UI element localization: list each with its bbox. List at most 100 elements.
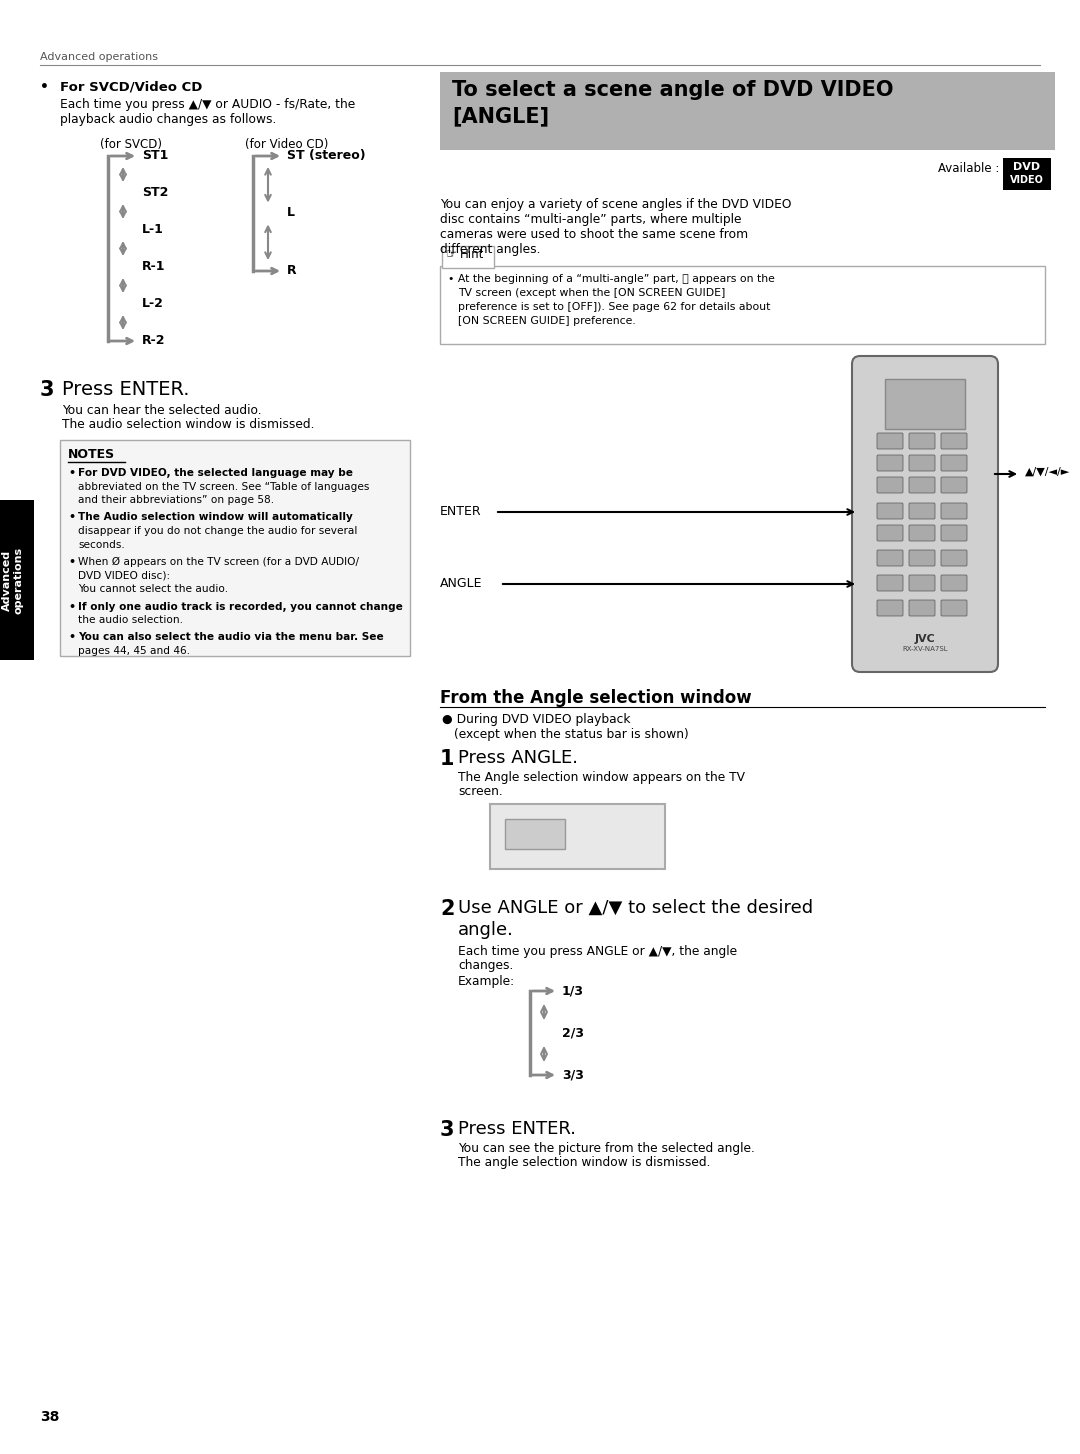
Text: • At the beginning of a “multi-angle” part, ⛝ appears on the: • At the beginning of a “multi-angle” pa… bbox=[448, 273, 774, 284]
Text: From the Angle selection window: From the Angle selection window bbox=[440, 689, 752, 707]
Text: disc contains “multi-angle” parts, where multiple: disc contains “multi-angle” parts, where… bbox=[440, 212, 742, 225]
Text: You cannot select the audio.: You cannot select the audio. bbox=[78, 585, 228, 595]
FancyBboxPatch shape bbox=[909, 550, 935, 566]
Text: cameras were used to shoot the same scene from: cameras were used to shoot the same scen… bbox=[440, 228, 748, 241]
FancyBboxPatch shape bbox=[877, 503, 903, 519]
Text: The angle selection window is dismissed.: The angle selection window is dismissed. bbox=[458, 1156, 711, 1169]
Bar bbox=[442, 246, 494, 268]
Bar bbox=[440, 73, 1055, 150]
Text: Press ENTER.: Press ENTER. bbox=[62, 379, 189, 398]
Bar bbox=[885, 379, 966, 429]
Text: •: • bbox=[40, 80, 49, 95]
Text: [ON SCREEN GUIDE] preference.: [ON SCREEN GUIDE] preference. bbox=[458, 316, 636, 326]
FancyBboxPatch shape bbox=[941, 525, 967, 541]
Text: different angles.: different angles. bbox=[440, 243, 540, 256]
FancyBboxPatch shape bbox=[877, 433, 903, 449]
Text: DVD VIDEO disc):: DVD VIDEO disc): bbox=[78, 570, 171, 580]
Text: Use ANGLE or ▲/▼ to select the desired: Use ANGLE or ▲/▼ to select the desired bbox=[458, 899, 813, 917]
Text: You can see the picture from the selected angle.: You can see the picture from the selecte… bbox=[458, 1141, 755, 1154]
Text: JVC: JVC bbox=[915, 634, 935, 644]
FancyBboxPatch shape bbox=[909, 601, 935, 616]
Text: [ANGLE]: [ANGLE] bbox=[453, 106, 549, 126]
Text: abbreviated on the TV screen. See “Table of languages: abbreviated on the TV screen. See “Table… bbox=[78, 481, 369, 491]
Text: screen.: screen. bbox=[458, 785, 503, 798]
Bar bbox=[505, 819, 565, 849]
Text: R: R bbox=[287, 265, 297, 278]
Text: You can also select the audio via the menu bar. See: You can also select the audio via the me… bbox=[78, 632, 383, 643]
Text: To select a scene angle of DVD VIDEO: To select a scene angle of DVD VIDEO bbox=[453, 80, 893, 100]
Text: 1/3: 1/3 bbox=[562, 984, 584, 997]
Bar bbox=[440, 266, 1045, 345]
FancyBboxPatch shape bbox=[941, 455, 967, 471]
Text: ST2: ST2 bbox=[141, 186, 168, 199]
Text: TV screen (except when the [ON SCREEN GUIDE]: TV screen (except when the [ON SCREEN GU… bbox=[458, 288, 726, 298]
Text: Advanced operations: Advanced operations bbox=[40, 52, 158, 63]
Text: seconds.: seconds. bbox=[78, 539, 125, 550]
Text: Press ANGLE.: Press ANGLE. bbox=[458, 749, 578, 768]
Text: 3/3: 3/3 bbox=[562, 1069, 584, 1080]
FancyBboxPatch shape bbox=[909, 525, 935, 541]
Text: RX-XV-NA7SL: RX-XV-NA7SL bbox=[902, 646, 948, 651]
FancyBboxPatch shape bbox=[909, 574, 935, 590]
FancyBboxPatch shape bbox=[941, 433, 967, 449]
Text: •: • bbox=[68, 468, 76, 478]
Text: ST1: ST1 bbox=[141, 148, 168, 161]
Text: (except when the status bar is shown): (except when the status bar is shown) bbox=[454, 728, 689, 742]
Text: 2/3: 2/3 bbox=[562, 1027, 584, 1040]
Text: the audio selection.: the audio selection. bbox=[78, 615, 183, 625]
FancyBboxPatch shape bbox=[909, 455, 935, 471]
Text: VIDEO: VIDEO bbox=[1010, 174, 1044, 185]
Text: 3: 3 bbox=[40, 379, 54, 400]
Text: preference is set to [OFF]). See page 62 for details about: preference is set to [OFF]). See page 62… bbox=[458, 302, 770, 313]
FancyBboxPatch shape bbox=[877, 455, 903, 471]
Text: Hint: Hint bbox=[460, 249, 484, 262]
Text: •: • bbox=[68, 557, 76, 567]
Text: NOTES: NOTES bbox=[68, 448, 116, 461]
Text: 2: 2 bbox=[440, 899, 455, 919]
FancyBboxPatch shape bbox=[909, 477, 935, 493]
Text: ▲/▼/◄/►: ▲/▼/◄/► bbox=[1025, 467, 1070, 477]
FancyBboxPatch shape bbox=[941, 601, 967, 616]
Text: For DVD VIDEO, the selected language may be: For DVD VIDEO, the selected language may… bbox=[78, 468, 353, 478]
Text: The Angle selection window appears on the TV: The Angle selection window appears on th… bbox=[458, 771, 745, 784]
Text: Available :: Available : bbox=[937, 161, 999, 174]
FancyBboxPatch shape bbox=[909, 503, 935, 519]
FancyBboxPatch shape bbox=[909, 433, 935, 449]
Text: ☞: ☞ bbox=[446, 249, 457, 262]
FancyBboxPatch shape bbox=[877, 525, 903, 541]
Text: and their abbreviations” on page 58.: and their abbreviations” on page 58. bbox=[78, 494, 274, 505]
Text: 3: 3 bbox=[440, 1120, 455, 1140]
Text: L: L bbox=[287, 206, 295, 220]
Text: Example:: Example: bbox=[458, 976, 515, 989]
Text: The audio selection window is dismissed.: The audio selection window is dismissed. bbox=[62, 417, 314, 430]
Text: ● During DVD VIDEO playback: ● During DVD VIDEO playback bbox=[442, 712, 631, 726]
Text: Each time you press ANGLE or ▲/▼, the angle: Each time you press ANGLE or ▲/▼, the an… bbox=[458, 945, 738, 958]
Text: R-2: R-2 bbox=[141, 334, 165, 348]
FancyBboxPatch shape bbox=[941, 477, 967, 493]
Text: ENTER: ENTER bbox=[440, 505, 482, 518]
FancyBboxPatch shape bbox=[877, 477, 903, 493]
Text: (for SVCD): (for SVCD) bbox=[100, 138, 162, 151]
FancyBboxPatch shape bbox=[877, 601, 903, 616]
Text: (for Video CD): (for Video CD) bbox=[245, 138, 328, 151]
Bar bbox=[1003, 158, 1051, 190]
Text: •: • bbox=[68, 632, 76, 643]
Text: You can hear the selected audio.: You can hear the selected audio. bbox=[62, 404, 261, 417]
Text: R-1: R-1 bbox=[141, 260, 165, 273]
Text: Advanced
operations: Advanced operations bbox=[2, 547, 24, 614]
Text: You can enjoy a variety of scene angles if the DVD VIDEO: You can enjoy a variety of scene angles … bbox=[440, 198, 792, 211]
Text: •: • bbox=[68, 512, 76, 522]
Text: L-2: L-2 bbox=[141, 297, 164, 310]
Text: Each time you press ▲/▼ or AUDIO - fs/Rate, the: Each time you press ▲/▼ or AUDIO - fs/Ra… bbox=[60, 97, 355, 111]
Text: 1: 1 bbox=[440, 749, 455, 769]
Text: ST (stereo): ST (stereo) bbox=[287, 148, 366, 161]
Text: DVD: DVD bbox=[1013, 161, 1040, 172]
Text: Press ENTER.: Press ENTER. bbox=[458, 1120, 576, 1138]
FancyBboxPatch shape bbox=[941, 503, 967, 519]
Text: playback audio changes as follows.: playback audio changes as follows. bbox=[60, 113, 276, 126]
Text: The Audio selection window will automatically: The Audio selection window will automati… bbox=[78, 512, 353, 522]
Text: angle.: angle. bbox=[458, 920, 514, 939]
Bar bbox=[60, 441, 410, 656]
FancyBboxPatch shape bbox=[941, 574, 967, 590]
Text: L-1: L-1 bbox=[141, 222, 164, 236]
